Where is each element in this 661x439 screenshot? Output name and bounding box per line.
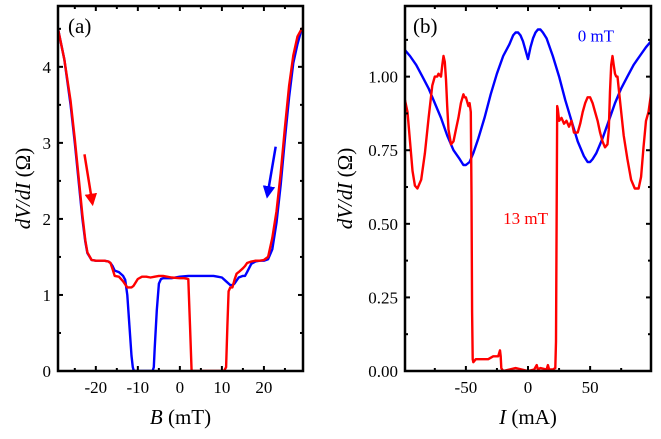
panel-b-text-annotation: 13 mT — [503, 209, 548, 228]
panel-a-ticks: -20 -10 0 10 20 0 1 2 3 4 — [43, 6, 303, 397]
panel-b-series — [405, 28, 651, 371]
panel-b-series-1-line — [405, 54, 651, 371]
panel-b-annotations: 0 mT 13 mT — [503, 26, 615, 228]
panel-b-ticks: -50 0 50 0.00 0.25 0.50 0.75 1.00 — [368, 6, 651, 397]
panel-b-ylabel: dV/dI (Ω) — [333, 148, 357, 230]
panel-b-xtick-label: -50 — [455, 378, 478, 397]
panel-a-xtick-label: 0 — [176, 378, 185, 397]
panel-a-ytick-label: 1 — [43, 286, 52, 305]
panel-a-series — [58, 27, 303, 371]
panel-b-ytick-label: 1.00 — [368, 68, 398, 87]
panel-a-ylabel-var: dV/dI — [11, 182, 35, 230]
panel-b-ytick-label: 0.00 — [368, 362, 398, 381]
panel-a-xlabel: B (mT) — [150, 405, 211, 429]
panel-b-ytick-label: 0.50 — [368, 215, 398, 234]
panel-b-frame — [403, 4, 653, 373]
panel-b-xlabel: I (mA) — [498, 405, 557, 429]
panel-a-annotations — [83, 146, 277, 207]
panel-a-ylabel-unit: (Ω) — [11, 148, 35, 183]
panel-b: 0 mT 13 mT -50 0 50 0.00 0.25 0.50 0.75 1.00 (b)… — [333, 4, 653, 429]
panel-a-ytick-label: 4 — [43, 58, 52, 77]
panel-a-arrow-annotation — [83, 154, 98, 207]
panel-b-ylabel-unit: (Ω) — [333, 148, 357, 183]
panel-b-ytick-label: 0.25 — [368, 288, 398, 307]
panel-a-xlabel-unit: (mT) — [163, 405, 211, 429]
panel-a: -20 -10 0 10 20 0 1 2 3 4 (a) B (mT) dV/dI (Ω) — [11, 4, 305, 429]
panel-b-xlabel-unit: (mA) — [506, 405, 557, 429]
panel-a-ytick-label: 0 — [43, 362, 52, 381]
panel-a-xtick-label: 10 — [213, 378, 230, 397]
panel-b-xtick-label: 50 — [582, 378, 599, 397]
panel-b-ylabel-var: dV/dI — [333, 182, 357, 230]
panel-a-frame — [56, 4, 305, 373]
panel-b-xlabel-var: I — [498, 405, 507, 429]
panel-a-xlabel-var: B — [150, 405, 163, 429]
panel-a-ytick-label: 2 — [43, 210, 52, 229]
panel-a-xtick-label: 20 — [255, 378, 272, 397]
panel-b-ytick-label: 0.75 — [368, 141, 398, 160]
panel-a-ylabel: dV/dI (Ω) — [11, 148, 35, 230]
panel-b-series-0-line — [405, 28, 651, 167]
panel-a-arrow-annotation — [262, 146, 277, 199]
panel-b-label: (b) — [413, 14, 438, 38]
panel-b-text-annotation: 0 mT — [578, 26, 615, 45]
panel-a-series-1-line — [58, 27, 303, 371]
panel-a-xtick-label: -10 — [127, 378, 150, 397]
panel-b-xtick-label: 0 — [524, 378, 533, 397]
panel-a-ytick-label: 3 — [43, 134, 52, 153]
panel-a-label: (a) — [68, 14, 91, 38]
panel-a-xtick-label: -20 — [84, 378, 107, 397]
panel-a-series-0-line — [58, 27, 303, 371]
